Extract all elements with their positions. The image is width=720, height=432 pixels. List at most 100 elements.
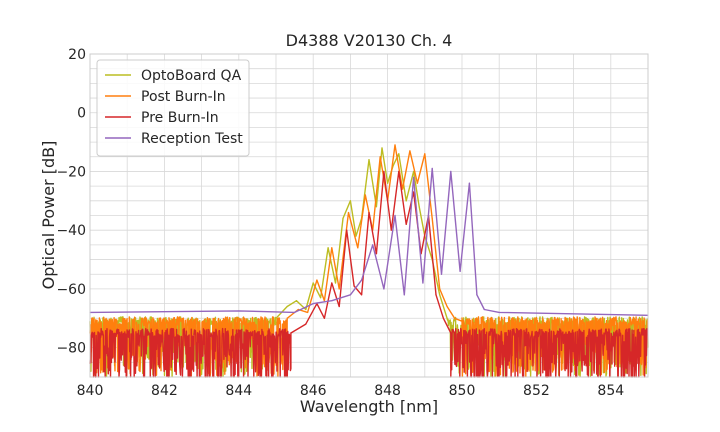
y-tick-label: −80 xyxy=(56,341,86,357)
series-point xyxy=(346,229,348,231)
legend-label: Post Burn-In xyxy=(141,89,226,105)
series-point xyxy=(312,282,314,284)
series-point xyxy=(342,217,344,220)
series-point xyxy=(360,294,363,296)
series-point xyxy=(379,156,381,158)
series-layer xyxy=(89,144,649,378)
x-tick-label: 842 xyxy=(151,383,178,399)
series-point xyxy=(422,282,424,284)
series-point xyxy=(347,211,350,214)
series-point xyxy=(323,300,325,302)
series-point xyxy=(439,288,441,290)
series-point xyxy=(394,214,396,217)
series-point xyxy=(320,297,322,299)
series-point xyxy=(323,317,325,319)
series-point xyxy=(338,305,340,308)
x-tick-label: 846 xyxy=(300,383,327,399)
series-point xyxy=(353,285,355,287)
series-point xyxy=(338,288,340,290)
series-point xyxy=(375,206,378,208)
series-point xyxy=(446,317,448,319)
series-point xyxy=(295,300,298,302)
legend: OptoBoard QA Post Burn-In Pre Burn-In Recep… xyxy=(96,59,250,157)
chart-title: D4388 V20130 Ch. 4 xyxy=(286,31,453,50)
series-point xyxy=(349,200,351,202)
series-point xyxy=(405,200,407,202)
series-point xyxy=(468,182,471,184)
series-point xyxy=(305,308,307,311)
series-point xyxy=(307,311,309,313)
series-point xyxy=(355,235,357,237)
series-point xyxy=(394,144,396,146)
series-point xyxy=(405,223,407,225)
series-point xyxy=(383,288,385,290)
x-tick-label: 854 xyxy=(597,383,624,399)
series-point xyxy=(368,159,370,161)
x-tick-labels: 840 842 844 846 848 850 852 854 xyxy=(77,383,625,399)
series-point xyxy=(316,279,318,281)
legend-label: Reception Test xyxy=(141,131,243,147)
x-tick-label: 840 xyxy=(77,383,104,399)
x-tick-label: 848 xyxy=(374,383,401,399)
series-point xyxy=(331,300,333,302)
series-point xyxy=(398,153,400,155)
series-point xyxy=(453,317,456,319)
series-point xyxy=(372,244,374,246)
series-point xyxy=(334,282,337,284)
series-point xyxy=(331,247,333,249)
series-point xyxy=(413,191,415,193)
series-point xyxy=(498,311,500,313)
series-point xyxy=(401,188,404,190)
series-point xyxy=(450,332,452,334)
x-tick-label: 850 xyxy=(449,383,476,399)
series-point xyxy=(327,247,329,249)
series-point xyxy=(349,294,351,296)
series-point xyxy=(331,282,333,284)
series-point xyxy=(476,294,478,296)
series-point xyxy=(439,294,441,296)
series-line xyxy=(89,167,649,316)
series-point xyxy=(435,294,437,296)
series-point xyxy=(418,206,420,208)
series-point xyxy=(390,229,392,231)
series-point xyxy=(364,194,366,196)
legend-label: OptoBoard QA xyxy=(141,68,242,84)
series-point xyxy=(290,332,292,334)
series-point xyxy=(398,170,400,173)
y-tick-label: −40 xyxy=(56,223,86,239)
series-point xyxy=(483,308,485,311)
x-tick-label: 852 xyxy=(523,383,550,399)
series-point xyxy=(424,153,426,155)
y-tick-label: 20 xyxy=(68,47,86,63)
series-line xyxy=(89,170,649,378)
series-point xyxy=(431,217,433,220)
series-point xyxy=(305,323,307,325)
series-point xyxy=(357,247,359,249)
series-point xyxy=(312,302,314,305)
series-point xyxy=(409,150,411,152)
series-point xyxy=(459,270,461,272)
series-point xyxy=(440,273,443,275)
series-point xyxy=(461,320,463,322)
series-point xyxy=(238,310,240,312)
series-point xyxy=(442,317,444,319)
series-point xyxy=(416,182,418,184)
series-point xyxy=(431,167,433,170)
x-axis-label: Wavelength [nm] xyxy=(300,397,438,416)
series-point xyxy=(294,311,296,313)
legend-label: Pre Burn-In xyxy=(141,110,219,126)
y-tick-label: 0 xyxy=(77,106,86,122)
series-point xyxy=(383,170,385,173)
y-tick-label: −60 xyxy=(56,282,86,298)
series-point xyxy=(286,317,288,319)
y-axis-label: Optical Power [dB] xyxy=(39,141,58,290)
series-point xyxy=(375,253,378,255)
x-tick-label: 844 xyxy=(225,383,252,399)
y-tick-label: −20 xyxy=(56,164,86,180)
series-point xyxy=(413,176,415,178)
series-point xyxy=(286,305,288,308)
series-point xyxy=(368,211,370,214)
y-tick-labels: 20 0 −20 −40 −60 −80 xyxy=(56,47,86,357)
series-point xyxy=(381,147,383,149)
